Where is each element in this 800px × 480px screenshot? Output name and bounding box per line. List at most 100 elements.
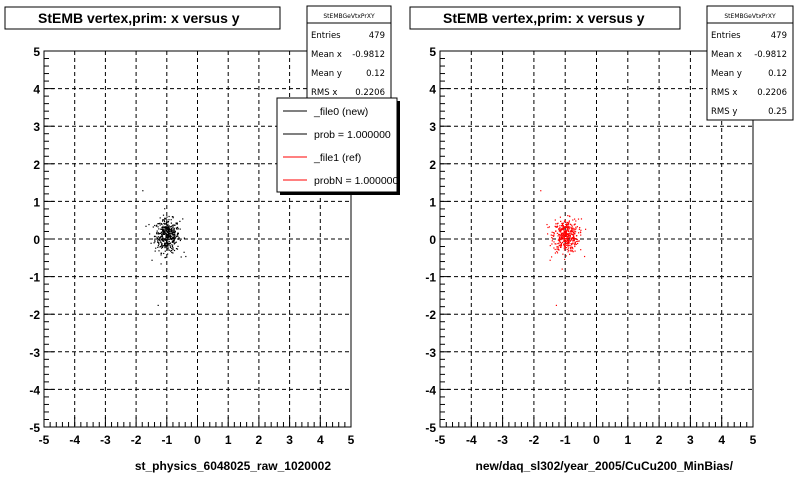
data-point [566,227,568,229]
data-point [565,223,567,226]
data-point [167,247,169,249]
data-point [173,231,175,233]
data-point [168,228,170,230]
data-point [172,240,174,242]
data-point [563,244,565,246]
data-point [175,227,177,229]
data-point [563,229,565,231]
data-point [562,253,564,255]
data-point [163,222,165,225]
y-tick-label: 0 [33,233,40,247]
data-point [558,233,560,235]
data-point [172,217,174,219]
data-point [576,238,578,240]
data-point [164,245,166,247]
data-point [162,219,164,221]
legend-label: _file1 (ref) [313,152,361,164]
y-tick-label: -1 [29,271,40,285]
data-point [561,232,563,234]
data-point [559,238,561,241]
data-point [173,233,175,235]
data-point [154,250,156,252]
data-point [546,223,548,226]
data-point [551,231,553,233]
data-point [156,233,158,235]
data-point [164,226,166,228]
data-point [555,243,557,245]
legend: _file0 (new) prob = 1.000000 _file1 (ref) p… [276,97,400,195]
data-point [573,228,575,230]
data-point [566,247,568,249]
data-point [560,241,562,243]
data-point [165,244,167,246]
data-point [557,246,559,248]
data-point [571,243,573,245]
data-point [569,247,571,249]
y-tick-label: -5 [425,421,436,435]
data-point [161,236,163,238]
data-point [560,239,562,241]
data-point [569,253,571,255]
data-point [558,244,560,246]
data-point [556,246,558,248]
data-point [169,231,171,233]
data-point [169,245,171,247]
data-point [551,243,553,245]
y-tick-label: 4 [33,83,40,97]
data-point [162,225,164,227]
y-tick-label: 3 [429,120,436,134]
data-point [164,230,166,232]
data-point [161,243,163,245]
data-point [569,232,571,234]
data-point [171,225,173,227]
data-point [154,238,156,240]
data-point [159,217,161,219]
data-point [156,232,158,234]
data-point [164,243,166,246]
data-point [564,226,566,229]
data-point [183,251,185,253]
data-point [576,235,578,237]
title-box [409,6,681,30]
data-point [564,231,567,233]
data-point [163,231,165,233]
data-point [562,240,565,242]
data-point [551,256,553,258]
data-point [168,238,170,240]
data-point [563,247,565,249]
data-point [153,242,155,244]
data-point [171,238,173,241]
stats-value: -0.9812 [352,50,385,60]
data-point [165,227,167,229]
data-point [563,237,565,239]
x-tick-label: -3 [100,433,111,447]
data-point [570,248,572,250]
data-point [160,263,162,265]
data-point [166,221,168,224]
data-point [171,241,173,243]
data-point [171,230,173,232]
data-point [566,225,568,227]
data-point [170,219,172,221]
data-point [159,239,161,241]
data-point [164,242,166,244]
data-point [174,230,176,232]
data-point [174,234,176,236]
data-point [167,228,169,230]
data-point [179,220,181,222]
data-point [171,237,174,239]
data-point [159,232,161,234]
data-point [152,226,154,228]
stats-name: StEMBGeVtxPrXY [724,13,776,20]
data-point [168,232,170,235]
data-point [158,223,160,225]
data-point [161,244,163,246]
x-tick-label: -5 [39,433,50,447]
stats-label: Mean y [711,69,742,79]
data-point [162,214,165,216]
data-point [572,251,574,253]
data-point [151,259,153,261]
data-point [573,232,575,234]
stats-value: 0.25 [768,107,787,117]
data-point [149,233,151,235]
